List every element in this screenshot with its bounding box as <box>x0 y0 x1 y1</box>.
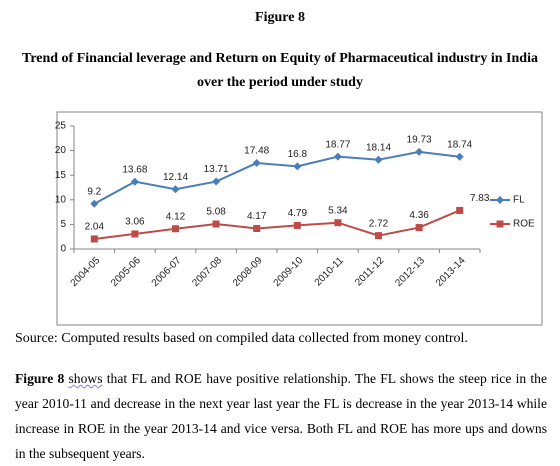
point <box>333 152 342 161</box>
data-label: 12.14 <box>163 172 188 183</box>
point <box>415 147 424 156</box>
chart-frame <box>56 111 543 326</box>
data-label: 18.77 <box>325 139 350 150</box>
data-label: 4.17 <box>247 211 267 222</box>
point <box>90 235 98 243</box>
data-label: 7.83 <box>470 193 490 204</box>
point <box>212 177 221 186</box>
y-tick-label: 25 <box>55 121 67 132</box>
point <box>334 219 342 227</box>
series-line <box>94 209 461 240</box>
point <box>212 220 220 228</box>
legend-label: FL <box>513 195 525 206</box>
y-tick-label: 5 <box>60 219 66 230</box>
paragraph-word: shows <box>68 371 103 386</box>
point <box>374 155 383 164</box>
data-label: 16.8 <box>288 149 308 160</box>
point <box>455 152 464 161</box>
data-label: 17.48 <box>244 146 269 157</box>
y-tick-label: 15 <box>55 170 67 181</box>
point <box>293 162 302 171</box>
point <box>496 196 504 204</box>
y-tick-label: 10 <box>55 194 67 205</box>
data-label: 19.73 <box>407 135 432 146</box>
data-label: 13.68 <box>122 164 147 175</box>
data-label: 2.04 <box>85 222 105 233</box>
paragraph: Figure 8 shows that FL and ROE have posi… <box>15 366 547 466</box>
data-label: 5.08 <box>206 207 226 218</box>
point <box>131 230 139 238</box>
legend-label: ROE <box>513 219 535 230</box>
data-label: 4.79 <box>288 208 308 219</box>
data-label: 2.72 <box>369 218 389 229</box>
point <box>375 232 382 240</box>
point <box>252 158 261 167</box>
point <box>253 224 261 232</box>
data-label: 18.14 <box>366 142 391 153</box>
point <box>293 221 301 229</box>
y-tick-label: 20 <box>55 145 67 156</box>
data-label: 13.71 <box>204 164 229 175</box>
point <box>172 225 179 233</box>
data-label: 4.12 <box>166 211 186 222</box>
point <box>130 177 139 186</box>
point <box>456 206 464 214</box>
figure-label: Figure 8 <box>255 10 305 25</box>
data-label: 3.06 <box>125 217 145 228</box>
data-label: 5.34 <box>328 205 348 216</box>
point <box>90 199 99 208</box>
paragraph-text: that FL and ROE have positive relationsh… <box>15 371 548 461</box>
caption-line: over the period under study <box>197 75 363 90</box>
data-label: 9.2 <box>87 186 101 197</box>
series-line <box>93 150 460 205</box>
source-note: Source: Computed results based on compil… <box>15 331 468 346</box>
figure-caption: Trend of Financial leverage and Return o… <box>0 47 560 95</box>
caption-line: Trend of Financial leverage and Return o… <box>22 51 538 66</box>
point <box>496 220 504 228</box>
data-label: 18.74 <box>447 139 472 150</box>
point <box>171 185 180 194</box>
point <box>415 224 423 232</box>
y-tick-label: 0 <box>60 244 66 255</box>
paragraph-lead: Figure 8 <box>15 371 65 386</box>
data-label: 4.36 <box>409 210 429 221</box>
